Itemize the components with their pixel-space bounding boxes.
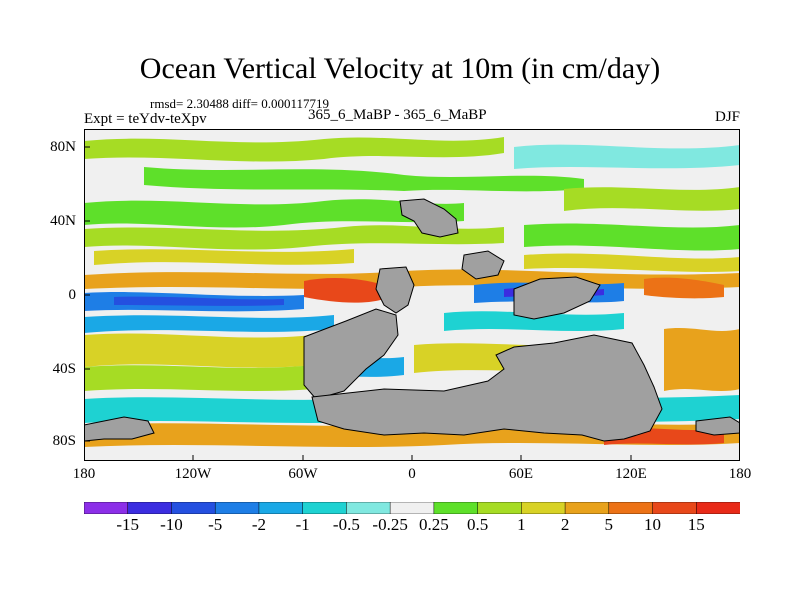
y-tick-0: 0 bbox=[68, 287, 77, 303]
colorbar-label: 5 bbox=[604, 515, 614, 534]
south-band-4 bbox=[664, 328, 740, 391]
map-title: Ocean Vertical Velocity at 10m (in cm/da… bbox=[139, 52, 661, 85]
y-tick-40s: 40S bbox=[52, 361, 76, 377]
north-band-5 bbox=[84, 199, 464, 228]
colorbar-swatch bbox=[171, 502, 216, 514]
south-tropic-band-2 bbox=[444, 311, 624, 331]
south-tropic-band-1 bbox=[84, 315, 334, 333]
colorbar-swatch bbox=[433, 502, 479, 514]
x-tick-180-left: 180 bbox=[72, 466, 96, 482]
north-band-2 bbox=[144, 167, 584, 192]
colorbar-label: 15 bbox=[687, 515, 705, 534]
colorbar-swatch bbox=[608, 502, 654, 514]
colorbar-label: -1 bbox=[295, 515, 310, 534]
y-tick-80s: 80S bbox=[52, 433, 76, 449]
land-north-africa bbox=[461, 250, 505, 280]
midlat-band-4 bbox=[524, 253, 740, 272]
land-east-antarctica bbox=[695, 416, 740, 436]
land-masses bbox=[84, 198, 740, 442]
midlat-band-2 bbox=[524, 223, 740, 251]
colorbar-swatch bbox=[389, 502, 435, 514]
map-ticks bbox=[84, 146, 632, 461]
colorbar-swatch bbox=[346, 502, 391, 514]
y-tick-40n: 40N bbox=[50, 213, 76, 229]
north-band-3 bbox=[514, 144, 740, 169]
colorbar-label: 0.5 bbox=[466, 515, 489, 534]
colorbar-label: 10 bbox=[644, 515, 662, 534]
stats-text: rmsd= 2.30488 diff= 0.000117719 bbox=[150, 96, 329, 111]
midlat-band-3 bbox=[94, 249, 354, 265]
land-india-region bbox=[513, 276, 601, 320]
colorbar-swatch bbox=[477, 502, 523, 514]
colorbar-label: -2 bbox=[251, 515, 266, 534]
colorbar-label: 0.25 bbox=[418, 515, 449, 534]
x-tick-60e: 60E bbox=[508, 466, 534, 482]
colorbar-swatch bbox=[696, 502, 740, 514]
colorbar-swatch bbox=[652, 502, 698, 514]
land-europe bbox=[399, 198, 459, 238]
land-south-america-north bbox=[375, 266, 415, 314]
land-south-america-south bbox=[303, 308, 399, 400]
south-band-1 bbox=[84, 333, 314, 368]
colorbar-swatch bbox=[564, 502, 610, 514]
south-band-2 bbox=[84, 365, 314, 391]
equator-hotspot-atlantic bbox=[304, 278, 384, 303]
x-tick-120e: 120E bbox=[615, 466, 647, 482]
colorbar-swatch bbox=[302, 502, 348, 514]
colorbar-label: 2 bbox=[560, 515, 570, 534]
north-band-4 bbox=[564, 187, 740, 211]
colorbar-label: -10 bbox=[160, 515, 183, 534]
x-tick-180-right: 180 bbox=[728, 466, 752, 482]
velocity-map bbox=[84, 129, 740, 461]
colorbar-label: -5 bbox=[208, 515, 223, 534]
season-label: DJF bbox=[714, 109, 740, 125]
case-label: 365_6_MaBP - 365_6_MaBP bbox=[308, 107, 487, 123]
colorbar-swatch bbox=[521, 502, 566, 514]
north-band-1 bbox=[84, 137, 504, 162]
colorbar-swatch bbox=[84, 502, 129, 514]
equator-cold-core-1 bbox=[114, 296, 284, 306]
land-antarctica-africa bbox=[311, 334, 663, 442]
x-tick-120w: 120W bbox=[174, 466, 212, 482]
colorbar-label: -0.5 bbox=[332, 515, 360, 534]
colorbar-swatch bbox=[214, 502, 260, 514]
y-tick-80n: 80N bbox=[50, 139, 76, 155]
x-tick-60w: 60W bbox=[288, 466, 318, 482]
x-tick-0: 0 bbox=[408, 466, 416, 482]
colorbar-label: 1 bbox=[517, 515, 526, 534]
experiment-label: Expt = teYdv-teXpv bbox=[84, 111, 207, 127]
colorbar bbox=[84, 502, 740, 514]
colorbar-label: -15 bbox=[116, 515, 140, 534]
colorbar-swatch bbox=[127, 502, 173, 514]
equator-hotspot-indian bbox=[644, 277, 724, 299]
midlat-band-1 bbox=[84, 225, 504, 250]
colorbar-swatch bbox=[258, 502, 304, 514]
colorbar-label: -0.25 bbox=[372, 515, 408, 534]
